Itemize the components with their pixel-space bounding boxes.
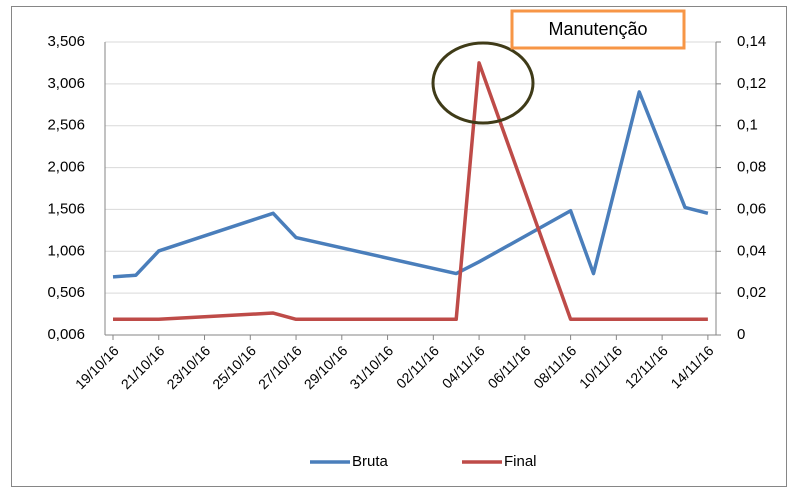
highlight-ellipse: [431, 41, 535, 125]
legend-label: Bruta: [352, 453, 389, 470]
legend-label: Final: [504, 453, 537, 470]
y-tick-label: 1,506: [47, 200, 85, 217]
y2-tick-label: 0,02: [737, 284, 766, 301]
annotation-box: [510, 9, 686, 50]
y-tick-label: 2,006: [47, 159, 85, 176]
y2-tick-label: 0,08: [737, 159, 766, 176]
y-tick-label: 3,006: [47, 75, 85, 92]
y2-tick-label: 0,04: [737, 242, 766, 259]
y2-tick-label: 0: [737, 326, 745, 343]
y2-tick-label: 0,12: [737, 75, 766, 92]
y-tick-label: 3,506: [47, 33, 85, 50]
y-tick-label: 2,506: [47, 117, 85, 134]
y2-tick-label: 0,14: [737, 33, 766, 50]
y-tick-label: 0,506: [47, 284, 85, 301]
annotation: Manutenção: [548, 19, 647, 39]
chart-frame: [11, 6, 787, 487]
y-tick-label: 1,006: [47, 242, 85, 259]
series-line: [113, 61, 708, 322]
y2-tick-label: 0,1: [737, 117, 758, 134]
y-tick-label: 0,006: [47, 326, 85, 343]
series-line: [112, 90, 709, 279]
y2-tick-label: 0,06: [737, 200, 766, 217]
